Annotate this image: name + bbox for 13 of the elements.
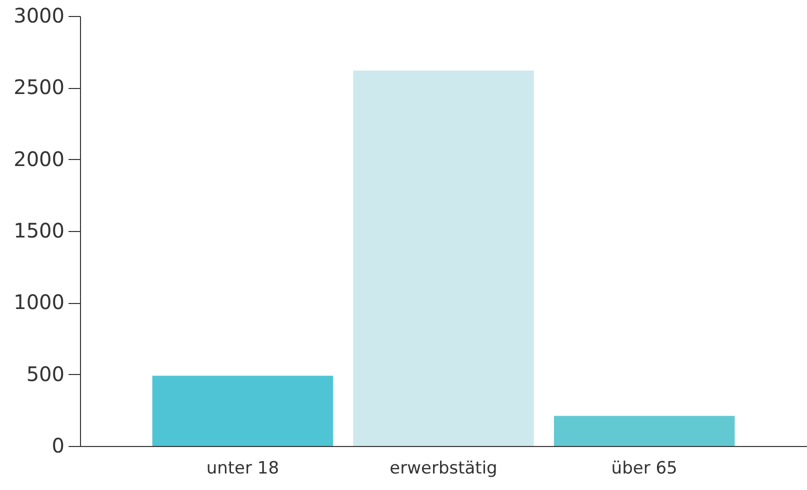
bar [554,416,735,446]
y-tick-label: 2000 [14,146,64,171]
y-tick-label: 2500 [14,75,64,100]
x-tick-label: erwerbstätig [390,458,498,478]
bar [353,70,534,446]
y-tick-label: 0 [52,434,64,458]
y-tick-label: 1000 [14,290,64,314]
y-tick-label: 500 [26,362,64,386]
y-tick-label: 3000 [14,4,64,28]
x-tick-label: unter 18 [206,458,280,478]
y-tick-label: 1500 [14,218,64,242]
x-tick-label: über 65 [611,458,678,478]
bar [152,376,334,446]
